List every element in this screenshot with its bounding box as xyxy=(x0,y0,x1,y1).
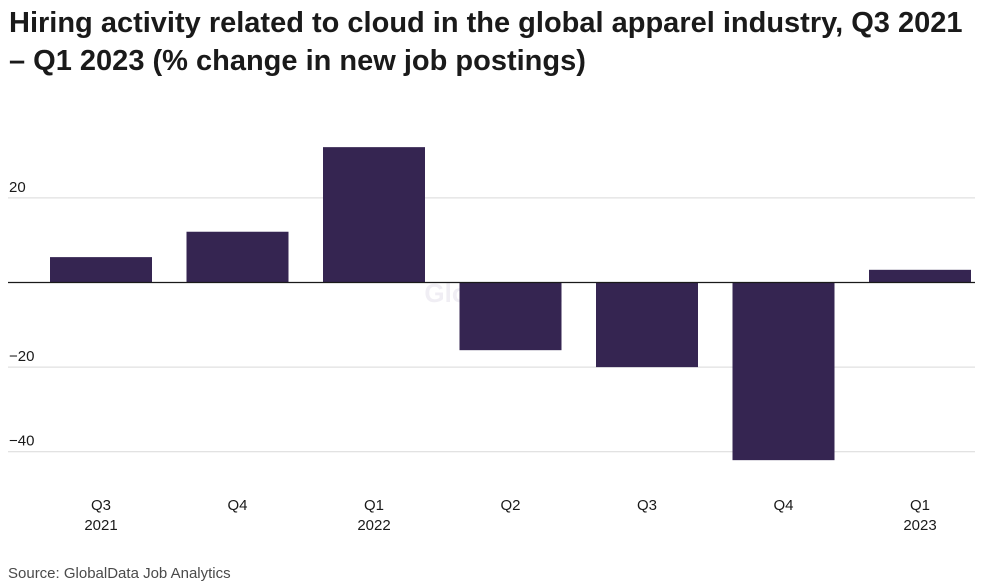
x-tick-label: Q2 xyxy=(500,497,520,514)
y-tick-label: −20 xyxy=(9,348,34,365)
bar xyxy=(732,282,835,461)
source-note: Source: GlobalData Job Analytics xyxy=(8,565,231,582)
x-axis-ticks: Q3 2021 Q4 Q1 2022 Q2 Q3 Q4 Q1 2023 xyxy=(84,497,936,534)
x-tick-label: 2023 xyxy=(903,517,936,534)
bar xyxy=(596,282,698,368)
x-tick-label: Q3 xyxy=(637,497,657,514)
bar xyxy=(50,257,152,283)
x-tick-label: 2021 xyxy=(84,517,117,534)
x-tick-label: Q1 xyxy=(364,497,384,514)
bar xyxy=(869,269,971,283)
y-axis-ticks: 20 −20 −40 xyxy=(9,179,34,450)
bar xyxy=(323,147,425,283)
bar xyxy=(186,231,289,283)
x-tick-label: Q4 xyxy=(227,497,247,514)
y-tick-label: 20 xyxy=(9,179,26,196)
x-tick-label: Q1 xyxy=(910,497,930,514)
bars xyxy=(50,147,971,461)
x-tick-label: Q3 xyxy=(91,497,111,514)
chart-title: Hiring activity related to cloud in the … xyxy=(9,7,963,77)
x-tick-label: Q4 xyxy=(773,497,793,514)
y-tick-label: −40 xyxy=(9,433,34,450)
x-tick-label: 2022 xyxy=(357,517,390,534)
bar xyxy=(459,282,562,351)
bar-chart: GlobalData 20−20−40 Q32021Q4Q12022Q2Q3Q4… xyxy=(8,147,975,534)
